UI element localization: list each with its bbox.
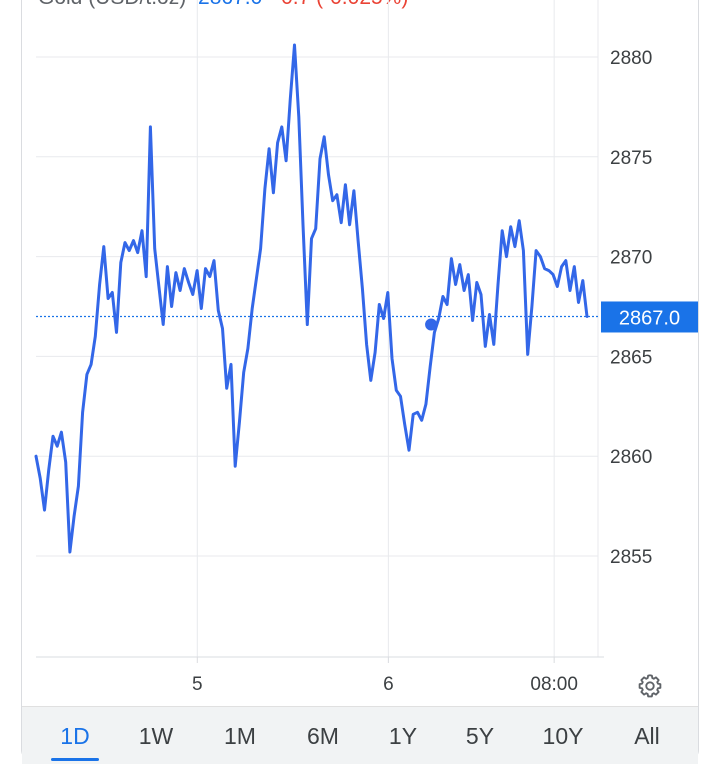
y-tick-label: 2880 [610, 48, 652, 69]
gear-icon[interactable] [636, 672, 664, 700]
instrument-name: Gold (USD/t.oz) [38, 0, 186, 9]
x-tick-label: 6 [383, 674, 394, 695]
chart-card [21, 0, 699, 760]
x-tick-label: 08:00 [530, 674, 578, 695]
header-change: -0.7 (-0.025%) [274, 0, 408, 9]
price-chart[interactable]: 5 6 08:00 2880 2875 2870 2865 2860 2855 2867.0 [0, 0, 720, 705]
y-tick-label: 2860 [610, 447, 652, 468]
tab-6m[interactable]: 6M [307, 723, 339, 749]
price-series-line [34, 43, 589, 554]
series-marker [425, 318, 438, 331]
y-tick-label: 2875 [610, 148, 652, 169]
y-tick-label: 2865 [610, 347, 652, 368]
tab-1m[interactable]: 1M [224, 723, 256, 749]
y-tick-label: 2855 [610, 547, 652, 568]
range-tabs: 1D 1W 1M 6M 1Y 5Y 10Y All [22, 706, 698, 764]
tab-1d[interactable]: 1D [43, 707, 107, 765]
tab-5y[interactable]: 5Y [465, 723, 495, 749]
x-tick-label: 5 [192, 674, 203, 695]
header: Gold (USD/t.oz) 2867.0 -0.7 (-0.025%) [38, 0, 408, 10]
tab-1y[interactable]: 1Y [388, 723, 418, 749]
tab-1w[interactable]: 1W [138, 723, 174, 749]
y-tick-label: 2870 [610, 248, 652, 269]
current-price-badge [601, 301, 698, 333]
tab-all[interactable]: All [634, 723, 660, 749]
header-price: 2867.0 [198, 0, 262, 9]
current-price-label: 2867.0 [619, 307, 680, 329]
tab-10y[interactable]: 10Y [542, 723, 584, 749]
